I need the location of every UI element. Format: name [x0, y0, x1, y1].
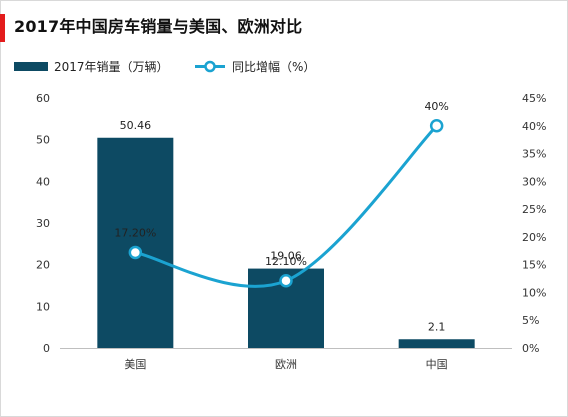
line-data-label: 40%: [424, 100, 448, 113]
y-right-tick-label: 25%: [522, 203, 546, 216]
bar-data-label: 19.06: [270, 250, 302, 263]
legend-label-bar: 2017年销量（万辆）: [54, 60, 169, 74]
legend-label-line: 同比增幅（%）: [232, 59, 315, 74]
x-tick-label: 美国: [124, 358, 146, 371]
y-right-tick-label: 40%: [522, 120, 546, 133]
bar: [97, 137, 174, 348]
line-marker: [429, 119, 444, 133]
x-tick-label: 欧洲: [275, 358, 297, 371]
y-right-tick-label: 10%: [522, 286, 546, 299]
y-left-tick-label: 10: [36, 300, 50, 313]
y-left-tick-label: 40: [36, 175, 50, 188]
y-right-tick-label: 15%: [522, 259, 546, 272]
bar-data-label: 50.46: [120, 119, 152, 132]
y-left-tick-label: 0: [43, 342, 50, 355]
y-left-tick-label: 60: [36, 92, 50, 105]
y-left-tick-label: 20: [36, 259, 50, 272]
y-left-tick-label: 30: [36, 217, 50, 230]
y-right-tick-label: 5%: [522, 314, 539, 327]
legend-marker-line: [204, 60, 216, 73]
line-marker: [128, 245, 143, 260]
bar: [398, 339, 475, 348]
line-data-label: 17.20%: [114, 226, 156, 239]
line-data-label: 12.10%: [265, 255, 307, 268]
y-left-tick-label: 50: [36, 134, 50, 147]
legend-swatch-bar: [14, 62, 48, 71]
y-right-tick-label: 0%: [522, 342, 539, 355]
y-right-tick-label: 30%: [522, 175, 546, 188]
y-right-tick-label: 20%: [522, 231, 546, 244]
y-right-tick-label: 45%: [522, 92, 546, 105]
y-right-tick-label: 35%: [522, 148, 546, 161]
line-marker: [279, 274, 293, 288]
bar-data-label: 2.1: [428, 320, 446, 333]
chart-title: 2017年中国房车销量与美国、欧洲对比: [14, 17, 303, 36]
title-accent-bar: [0, 14, 5, 42]
x-tick-label: 中国: [426, 358, 448, 371]
